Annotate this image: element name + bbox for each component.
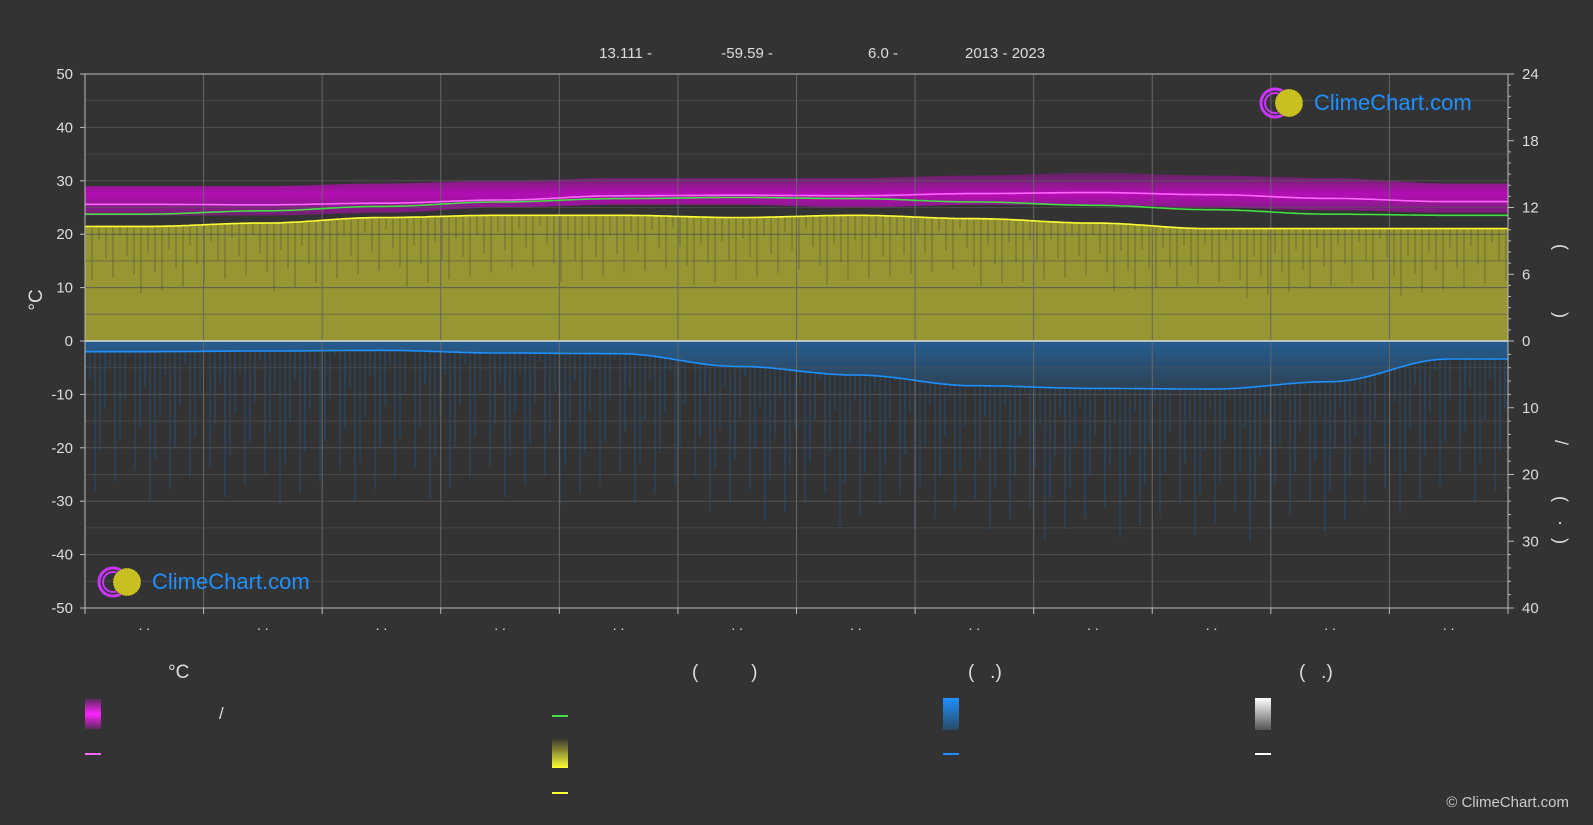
right-label-paren-close-bottom: ) bbox=[1551, 538, 1571, 544]
y-tick-label-left: 20 bbox=[56, 226, 73, 243]
y-tick-label-left: -20 bbox=[51, 440, 73, 457]
y-axis-left-label: °C bbox=[26, 289, 47, 310]
right-label-paren-close-top: ) bbox=[1551, 312, 1571, 318]
right-label-slash: / bbox=[1551, 440, 1571, 445]
legend-temp-range-swatch bbox=[85, 699, 101, 729]
y-tick-label-left: 30 bbox=[56, 173, 73, 190]
legend-daylight-line bbox=[552, 715, 568, 717]
logo-text: ClimeChart.com bbox=[1314, 90, 1472, 115]
daylight-line bbox=[85, 196, 1508, 217]
legend-snow-swatch bbox=[1255, 698, 1271, 730]
x-tick-label: . . bbox=[376, 617, 388, 633]
x-tick-label: . . bbox=[494, 617, 506, 633]
logo-bottom[interactable]: ClimeChart.com bbox=[96, 565, 310, 599]
legend-rain-swatch bbox=[943, 698, 959, 730]
y-tick-label-left: 0 bbox=[65, 333, 73, 350]
legend-sunshine-line bbox=[552, 792, 568, 794]
header-lat: 13.111 - bbox=[599, 45, 652, 62]
y-tick-label-left: -50 bbox=[51, 600, 73, 617]
x-tick-label: . . bbox=[1324, 617, 1336, 633]
y-tick-label-right-mm: 30 bbox=[1522, 533, 1539, 550]
legend-col4-header: ( .) bbox=[1299, 662, 1333, 683]
logo-icon bbox=[97, 566, 142, 598]
rain-line bbox=[85, 349, 1508, 390]
legend-snow-line bbox=[1255, 753, 1271, 755]
y-tick-label-right-hours: 6 bbox=[1522, 266, 1530, 283]
logo-icon bbox=[1259, 87, 1304, 119]
logo-top[interactable]: ClimeChart.com bbox=[1258, 86, 1472, 120]
right-label-paren-open-top: ( bbox=[1551, 244, 1571, 250]
right-label-dot: · bbox=[1551, 520, 1571, 526]
y-tick-label-left: 10 bbox=[56, 280, 73, 297]
logo-text: ClimeChart.com bbox=[152, 569, 310, 594]
y-tick-label-left: 50 bbox=[56, 66, 73, 83]
series-lines-layer bbox=[85, 191, 1508, 390]
legend-mean-temp-line bbox=[85, 753, 101, 755]
y-tick-label-left: -10 bbox=[51, 386, 73, 403]
y-tick-label-right-hours: 12 bbox=[1522, 200, 1539, 217]
legend-col1-header: °C bbox=[168, 662, 190, 683]
y-tick-label-left: -40 bbox=[51, 547, 73, 564]
x-tick-label: . . bbox=[613, 617, 625, 633]
legend-sunshine-swatch bbox=[552, 738, 568, 768]
y-tick-label-right-mm: 40 bbox=[1522, 600, 1539, 617]
x-tick-label: . . bbox=[1206, 617, 1218, 633]
y-tick-label-left: 40 bbox=[56, 119, 73, 136]
x-tick-label: . . bbox=[969, 617, 981, 633]
legend-temp-range-text: / bbox=[219, 704, 224, 723]
legend-col2-header: ( ) bbox=[692, 662, 758, 683]
y-tick-label-right-mm: 20 bbox=[1522, 467, 1539, 484]
legend-col3-header: ( .) bbox=[968, 662, 1002, 683]
header-elevation: 6.0 - bbox=[868, 45, 898, 62]
header-lon: -59.59 - bbox=[721, 45, 773, 62]
y-tick-label-right-hours: 24 bbox=[1522, 66, 1539, 83]
legend-rain-line bbox=[943, 753, 959, 755]
x-tick-label: . . bbox=[1443, 617, 1455, 633]
y-tick-label-left: -30 bbox=[51, 493, 73, 510]
y-tick-label-right-hours: 18 bbox=[1522, 133, 1539, 150]
y-tick-label-right-hours: 0 bbox=[1522, 333, 1530, 350]
right-label-paren-open-bottom: ( bbox=[1551, 496, 1571, 502]
sunshine-line bbox=[85, 214, 1508, 230]
header-years: 2013 - 2023 bbox=[965, 45, 1045, 62]
chart-header: 13.111 - -59.59 - 6.0 - 2013 - 2023 bbox=[599, 45, 1045, 62]
axes-layer: 50 40 30 20 10 0 -10 -20 -30 -40 -50 24 18 12 6 0 10 20 30… bbox=[51, 66, 1538, 633]
mean-temperature-line bbox=[85, 191, 1508, 206]
copyright: © ClimeChart.com bbox=[1446, 794, 1569, 811]
y-axis-right-label: ( ) / ( · ) bbox=[1551, 244, 1571, 544]
x-tick-label: . . bbox=[850, 617, 862, 633]
x-tick-label: . . bbox=[1087, 617, 1099, 633]
x-tick-label: . . bbox=[731, 617, 743, 633]
grid-layer bbox=[85, 73, 1508, 609]
x-tick-label: . . bbox=[138, 617, 150, 633]
y-tick-label-right-mm: 10 bbox=[1522, 400, 1539, 417]
x-tick-label: . . bbox=[257, 617, 269, 633]
